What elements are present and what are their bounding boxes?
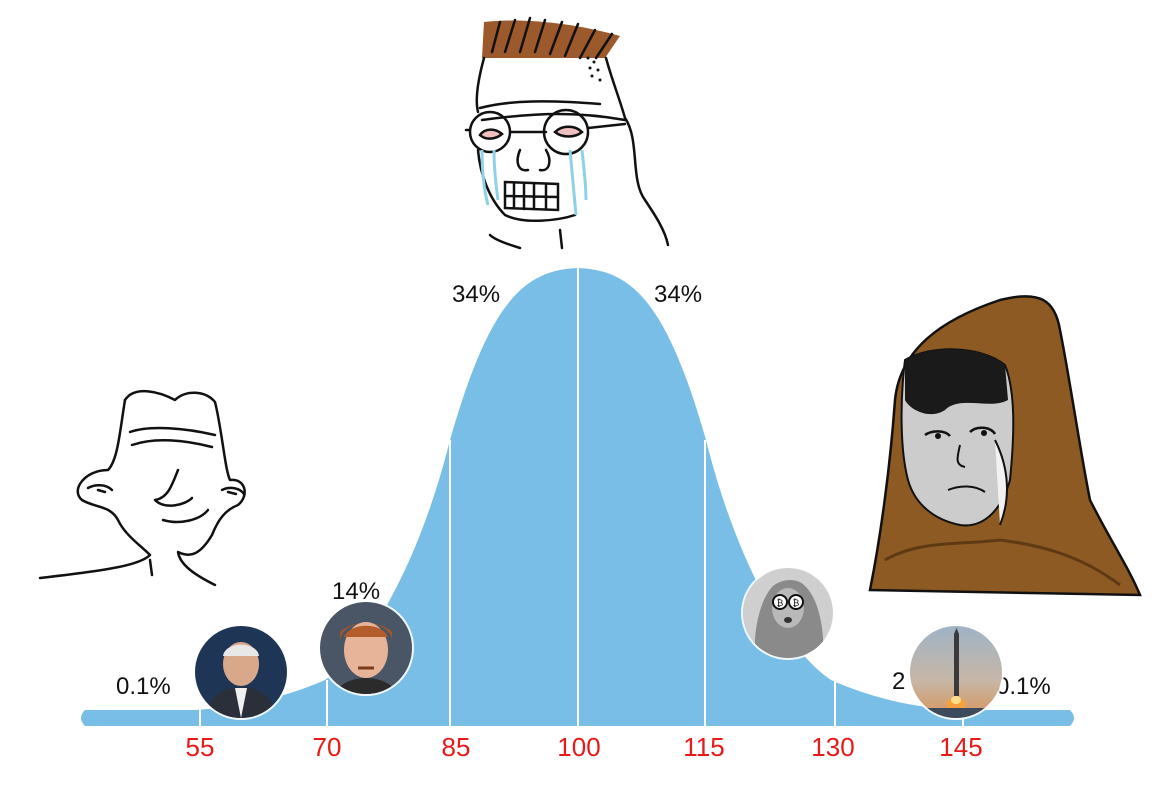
man-in-suit-portrait-icon <box>195 626 287 718</box>
bitcoin-glasses-portrait-icon: ₿ ₿ <box>743 568 833 658</box>
percent-label-left-mid: 14% <box>332 578 381 605</box>
iq-tick-145: 145 <box>939 732 983 762</box>
percent-label-center-left: 34% <box>452 281 501 308</box>
svg-text:₿: ₿ <box>793 598 800 609</box>
iq-tick-130: 130 <box>811 732 855 762</box>
crying-nerd-wojak-icon <box>464 16 670 250</box>
iq-tick-115: 115 <box>683 732 725 762</box>
percent-label-center-right: 34% <box>654 281 703 308</box>
percent-label-right-mid-partial: 2 <box>892 668 906 695</box>
hooded-monk-wojak-icon <box>868 295 1142 597</box>
percent-label-far-right: 0.1% <box>996 673 1051 700</box>
red-haired-man-portrait-icon <box>320 602 412 694</box>
iq-tick-100: 100 <box>557 732 601 762</box>
rocket-launch-icon <box>910 626 1002 718</box>
svg-text:₿: ₿ <box>777 598 784 609</box>
iq-tick-55: 55 <box>185 732 215 762</box>
iq-tick-85: 85 <box>441 732 471 762</box>
wojak-simple-icon <box>38 390 246 587</box>
iq-tick-70: 70 <box>312 732 342 762</box>
percent-label-far-left: 0.1% <box>116 673 171 700</box>
curve-dividers <box>199 268 964 726</box>
